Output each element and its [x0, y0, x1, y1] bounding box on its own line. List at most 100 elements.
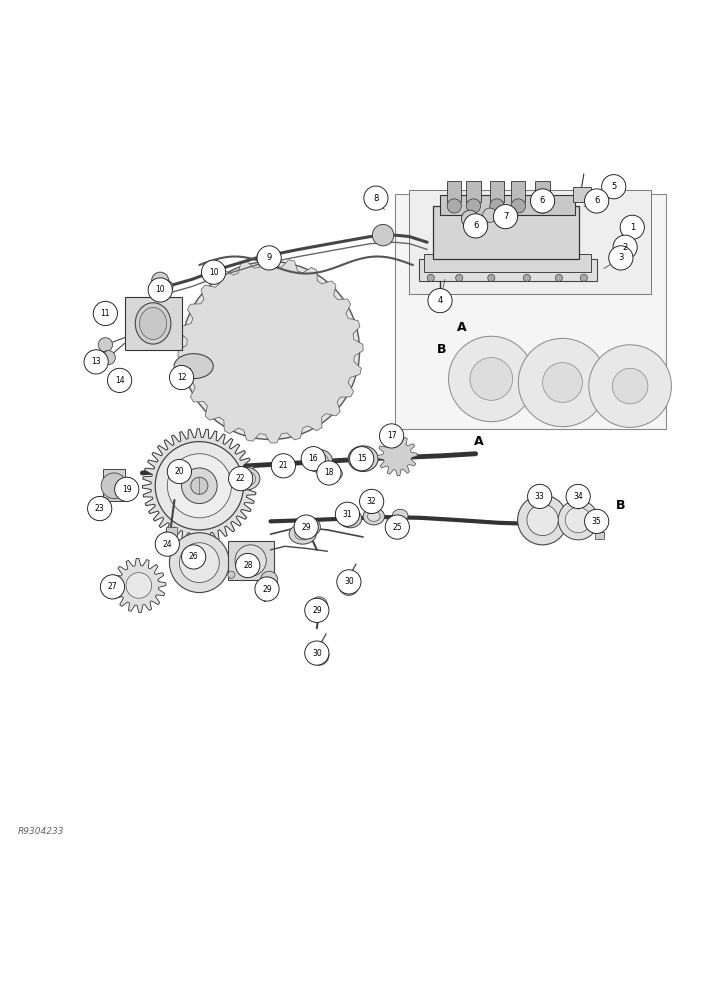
Text: 4: 4 [437, 296, 443, 305]
Ellipse shape [353, 450, 373, 467]
Text: 30: 30 [312, 649, 322, 658]
Circle shape [228, 571, 235, 578]
Circle shape [276, 457, 293, 474]
Ellipse shape [305, 449, 333, 472]
Circle shape [612, 368, 648, 404]
Circle shape [372, 224, 394, 246]
Circle shape [155, 442, 244, 530]
Circle shape [305, 598, 329, 622]
Text: 7: 7 [503, 212, 508, 221]
Circle shape [464, 214, 488, 238]
Circle shape [558, 500, 598, 540]
Text: A: A [456, 321, 466, 334]
Circle shape [101, 473, 127, 499]
Circle shape [518, 495, 567, 545]
Circle shape [191, 477, 208, 494]
Text: 6: 6 [540, 196, 545, 205]
Circle shape [301, 447, 325, 471]
Ellipse shape [174, 354, 214, 379]
Ellipse shape [257, 250, 273, 263]
Circle shape [201, 260, 226, 284]
Circle shape [527, 504, 558, 536]
Text: 19: 19 [122, 485, 132, 494]
Circle shape [428, 289, 452, 313]
Circle shape [488, 274, 495, 281]
Circle shape [585, 189, 609, 213]
Text: 10: 10 [209, 268, 219, 277]
Circle shape [364, 186, 388, 210]
Bar [103, 469, 125, 501]
Circle shape [490, 199, 504, 213]
Circle shape [303, 519, 320, 536]
Circle shape [148, 278, 172, 302]
Bar [424, 254, 591, 272]
Ellipse shape [367, 511, 380, 521]
Circle shape [101, 350, 115, 365]
Text: 5: 5 [611, 182, 617, 191]
Text: 15: 15 [357, 454, 367, 463]
Circle shape [84, 350, 108, 374]
Circle shape [543, 363, 582, 402]
Text: 32: 32 [367, 497, 377, 506]
Text: 11: 11 [100, 309, 110, 318]
Circle shape [493, 205, 518, 229]
Circle shape [88, 496, 112, 521]
Ellipse shape [140, 307, 167, 339]
Circle shape [169, 365, 194, 390]
Text: 27: 27 [108, 582, 117, 591]
Text: 29: 29 [262, 584, 272, 593]
Circle shape [483, 208, 497, 222]
Circle shape [427, 274, 434, 281]
Circle shape [115, 477, 139, 501]
Circle shape [589, 345, 671, 427]
Bar [125, 297, 182, 350]
Circle shape [126, 573, 152, 598]
Circle shape [235, 545, 266, 576]
Text: 21: 21 [278, 461, 288, 470]
Circle shape [360, 489, 384, 514]
Circle shape [565, 507, 591, 533]
Text: 6: 6 [594, 196, 600, 205]
Circle shape [257, 246, 281, 270]
Circle shape [470, 358, 513, 400]
Text: 30: 30 [344, 577, 354, 586]
Ellipse shape [343, 513, 357, 524]
Ellipse shape [327, 467, 342, 480]
Circle shape [182, 545, 206, 569]
Text: 26: 26 [189, 552, 199, 561]
Bar [573, 187, 591, 202]
Circle shape [461, 210, 478, 227]
Text: 25: 25 [392, 523, 402, 532]
Circle shape [179, 543, 219, 583]
Bar [511, 181, 525, 202]
Text: 1: 1 [629, 223, 635, 232]
Circle shape [528, 484, 552, 509]
Circle shape [294, 515, 318, 539]
Circle shape [182, 468, 217, 504]
Bar [419, 259, 597, 281]
Circle shape [555, 274, 562, 281]
Circle shape [511, 199, 525, 213]
Circle shape [305, 641, 329, 665]
Bar [433, 206, 579, 259]
Text: 6: 6 [473, 221, 478, 230]
Circle shape [585, 509, 609, 533]
Circle shape [152, 272, 169, 289]
Circle shape [255, 577, 279, 601]
Circle shape [566, 484, 590, 509]
Circle shape [379, 424, 404, 448]
Text: 29: 29 [312, 606, 322, 615]
Text: 18: 18 [324, 468, 334, 477]
Text: 12: 12 [177, 373, 187, 382]
Ellipse shape [295, 528, 310, 540]
Circle shape [518, 338, 607, 427]
Ellipse shape [348, 446, 378, 472]
Text: B: B [436, 343, 446, 356]
Circle shape [335, 502, 360, 526]
Circle shape [169, 533, 229, 593]
Text: 20: 20 [174, 467, 184, 476]
Circle shape [317, 461, 341, 485]
Circle shape [266, 573, 273, 580]
Circle shape [236, 553, 260, 578]
Ellipse shape [310, 453, 328, 469]
